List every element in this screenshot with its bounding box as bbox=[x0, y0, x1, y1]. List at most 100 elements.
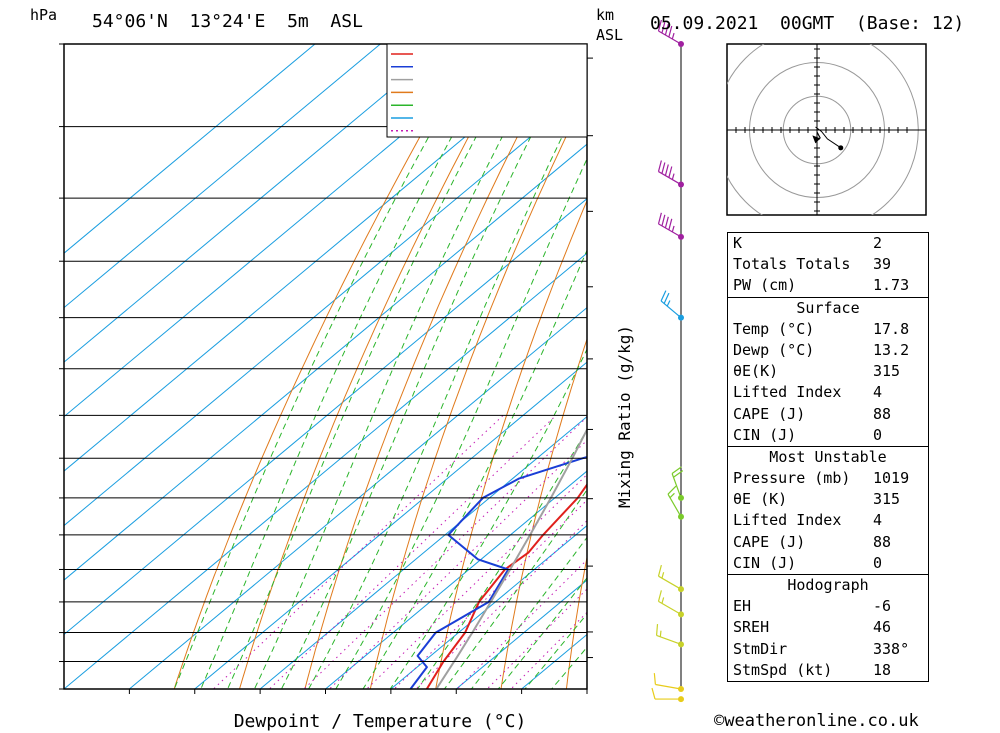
wind-barb-dot bbox=[678, 314, 684, 321]
index-row: PW (cm) 1.73 bbox=[728, 275, 928, 296]
wet-adiabat-line bbox=[443, 488, 587, 689]
mixing-ratio-line bbox=[212, 414, 504, 689]
axis-labels bbox=[59, 43, 593, 694]
index-value: 4 bbox=[873, 511, 883, 530]
plot-frame bbox=[63, 43, 588, 690]
index-label: Pressure (mb) bbox=[733, 469, 851, 488]
index-value: 1.73 bbox=[873, 276, 910, 295]
index-row: θE(K) 315 bbox=[728, 361, 928, 382]
asl-label: ASL bbox=[596, 26, 623, 44]
index-value: 338° bbox=[873, 639, 910, 658]
isotherm-line bbox=[128, 306, 587, 689]
index-label: Lifted Index bbox=[733, 383, 842, 402]
isotherm-line bbox=[193, 361, 587, 689]
isotherm-line bbox=[259, 415, 587, 689]
wind-barb bbox=[660, 290, 684, 321]
index-row: θE (K) 315 bbox=[728, 489, 928, 510]
wind-barb-shaft bbox=[667, 493, 682, 518]
hodograph-end-dot bbox=[838, 145, 844, 151]
wet-adiabat-line bbox=[524, 613, 587, 689]
index-value: -6 bbox=[873, 597, 892, 616]
wind-barb-flag bbox=[666, 300, 671, 307]
isotherm-line bbox=[390, 524, 587, 689]
wind-barb-flag bbox=[669, 492, 675, 499]
wind-barb-flag bbox=[668, 218, 673, 231]
wind-barb bbox=[653, 673, 684, 692]
index-value: 2 bbox=[873, 234, 883, 252]
wind-barb bbox=[657, 590, 684, 618]
wind-barb-flag bbox=[655, 624, 659, 636]
index-row: StmDir 338° bbox=[728, 639, 928, 660]
wind-barb-dot bbox=[678, 586, 684, 593]
chart-legend bbox=[386, 43, 588, 138]
isotherm-line bbox=[64, 44, 578, 472]
mixing-ratio-line bbox=[303, 416, 587, 689]
index-value: 46 bbox=[873, 618, 892, 637]
mixing-ratio-line bbox=[328, 439, 587, 689]
wet-adiabat-line bbox=[308, 85, 587, 689]
index-label: CAPE (J) bbox=[733, 404, 806, 423]
wind-barb-shaft bbox=[658, 171, 682, 186]
wind-barb-shaft bbox=[656, 634, 682, 645]
index-label: CAPE (J) bbox=[733, 532, 806, 551]
storm-motion-arrow bbox=[816, 131, 821, 139]
wind-barb-dot bbox=[678, 513, 684, 520]
wind-barb-flag bbox=[668, 25, 673, 38]
wind-barb-flag bbox=[661, 572, 665, 579]
mixing-ratio-line bbox=[456, 559, 587, 689]
wind-barb-flag bbox=[671, 466, 682, 474]
mixing-ratio-axis-label: Mixing Ratio (g/kg) bbox=[615, 325, 634, 508]
wind-barb-flag bbox=[657, 160, 662, 172]
x-axis-label: Dewpoint / Temperature (°C) bbox=[234, 711, 527, 732]
wet-adiabat-line bbox=[497, 577, 587, 689]
index-value: 88 bbox=[873, 404, 892, 423]
index-value: 315 bbox=[873, 362, 901, 381]
mixing-ratio-line bbox=[510, 611, 587, 689]
index-row: EH -6 bbox=[728, 596, 928, 617]
index-value: 4 bbox=[873, 383, 883, 402]
hodograph bbox=[726, 43, 927, 216]
copyright: ©weatheronline.co.uk bbox=[714, 711, 919, 731]
section-title: Hodograph bbox=[728, 574, 928, 596]
location-title: 54°06'N 13°24'E 5m ASL bbox=[92, 11, 363, 32]
index-row: Totals Totals 39 bbox=[728, 254, 928, 275]
index-label: StmSpd (kt) bbox=[733, 660, 833, 679]
index-row: Lifted Index 4 bbox=[728, 382, 928, 403]
index-row: Dewp (°C) 13.2 bbox=[728, 340, 928, 361]
index-label: Dewp (°C) bbox=[733, 340, 815, 359]
index-row: Lifted Index 4 bbox=[728, 510, 928, 531]
wind-barb-flag bbox=[653, 673, 656, 685]
wet-adiabat-line bbox=[470, 536, 587, 689]
index-row: Pressure (mb) 1019 bbox=[728, 468, 928, 489]
index-row: CIN (J) 0 bbox=[728, 425, 928, 446]
wind-barb-dot bbox=[678, 233, 684, 240]
datetime-title: 05.09.2021 00GMT (Base: 12) bbox=[650, 13, 964, 34]
isotherm-line bbox=[64, 44, 316, 254]
index-label: CIN (J) bbox=[733, 553, 797, 572]
wind-barb-flag bbox=[671, 173, 675, 180]
wind-barb-shaft bbox=[655, 683, 682, 690]
index-label: K bbox=[733, 234, 743, 252]
mixing-ratio-line bbox=[486, 588, 587, 689]
isotherm-line bbox=[64, 89, 587, 527]
mixing-ratio-line bbox=[415, 519, 587, 689]
wind-barb bbox=[667, 485, 684, 520]
dry-adiabat-line bbox=[953, 0, 1000, 715]
wind-barb-flag bbox=[664, 23, 669, 36]
index-value: 1019 bbox=[873, 469, 910, 488]
wind-barb-flag bbox=[671, 32, 675, 40]
index-row: CIN (J) 0 bbox=[728, 553, 928, 574]
wind-barb-dot bbox=[678, 494, 684, 501]
isotherm-line bbox=[64, 44, 382, 309]
index-row: CAPE (J) 88 bbox=[728, 532, 928, 553]
wind-barb-shaft bbox=[658, 30, 682, 45]
wind-barb-dot bbox=[678, 181, 684, 188]
index-label: EH bbox=[733, 597, 752, 616]
dewpoint-line bbox=[409, 456, 587, 689]
index-label: Totals Totals bbox=[733, 255, 851, 274]
plot-border bbox=[63, 43, 588, 690]
wind-barb-flag bbox=[673, 470, 684, 478]
index-value: 18 bbox=[873, 660, 892, 679]
wind-barb-shaft bbox=[660, 300, 682, 319]
storm-motion-arrowhead bbox=[812, 135, 821, 144]
